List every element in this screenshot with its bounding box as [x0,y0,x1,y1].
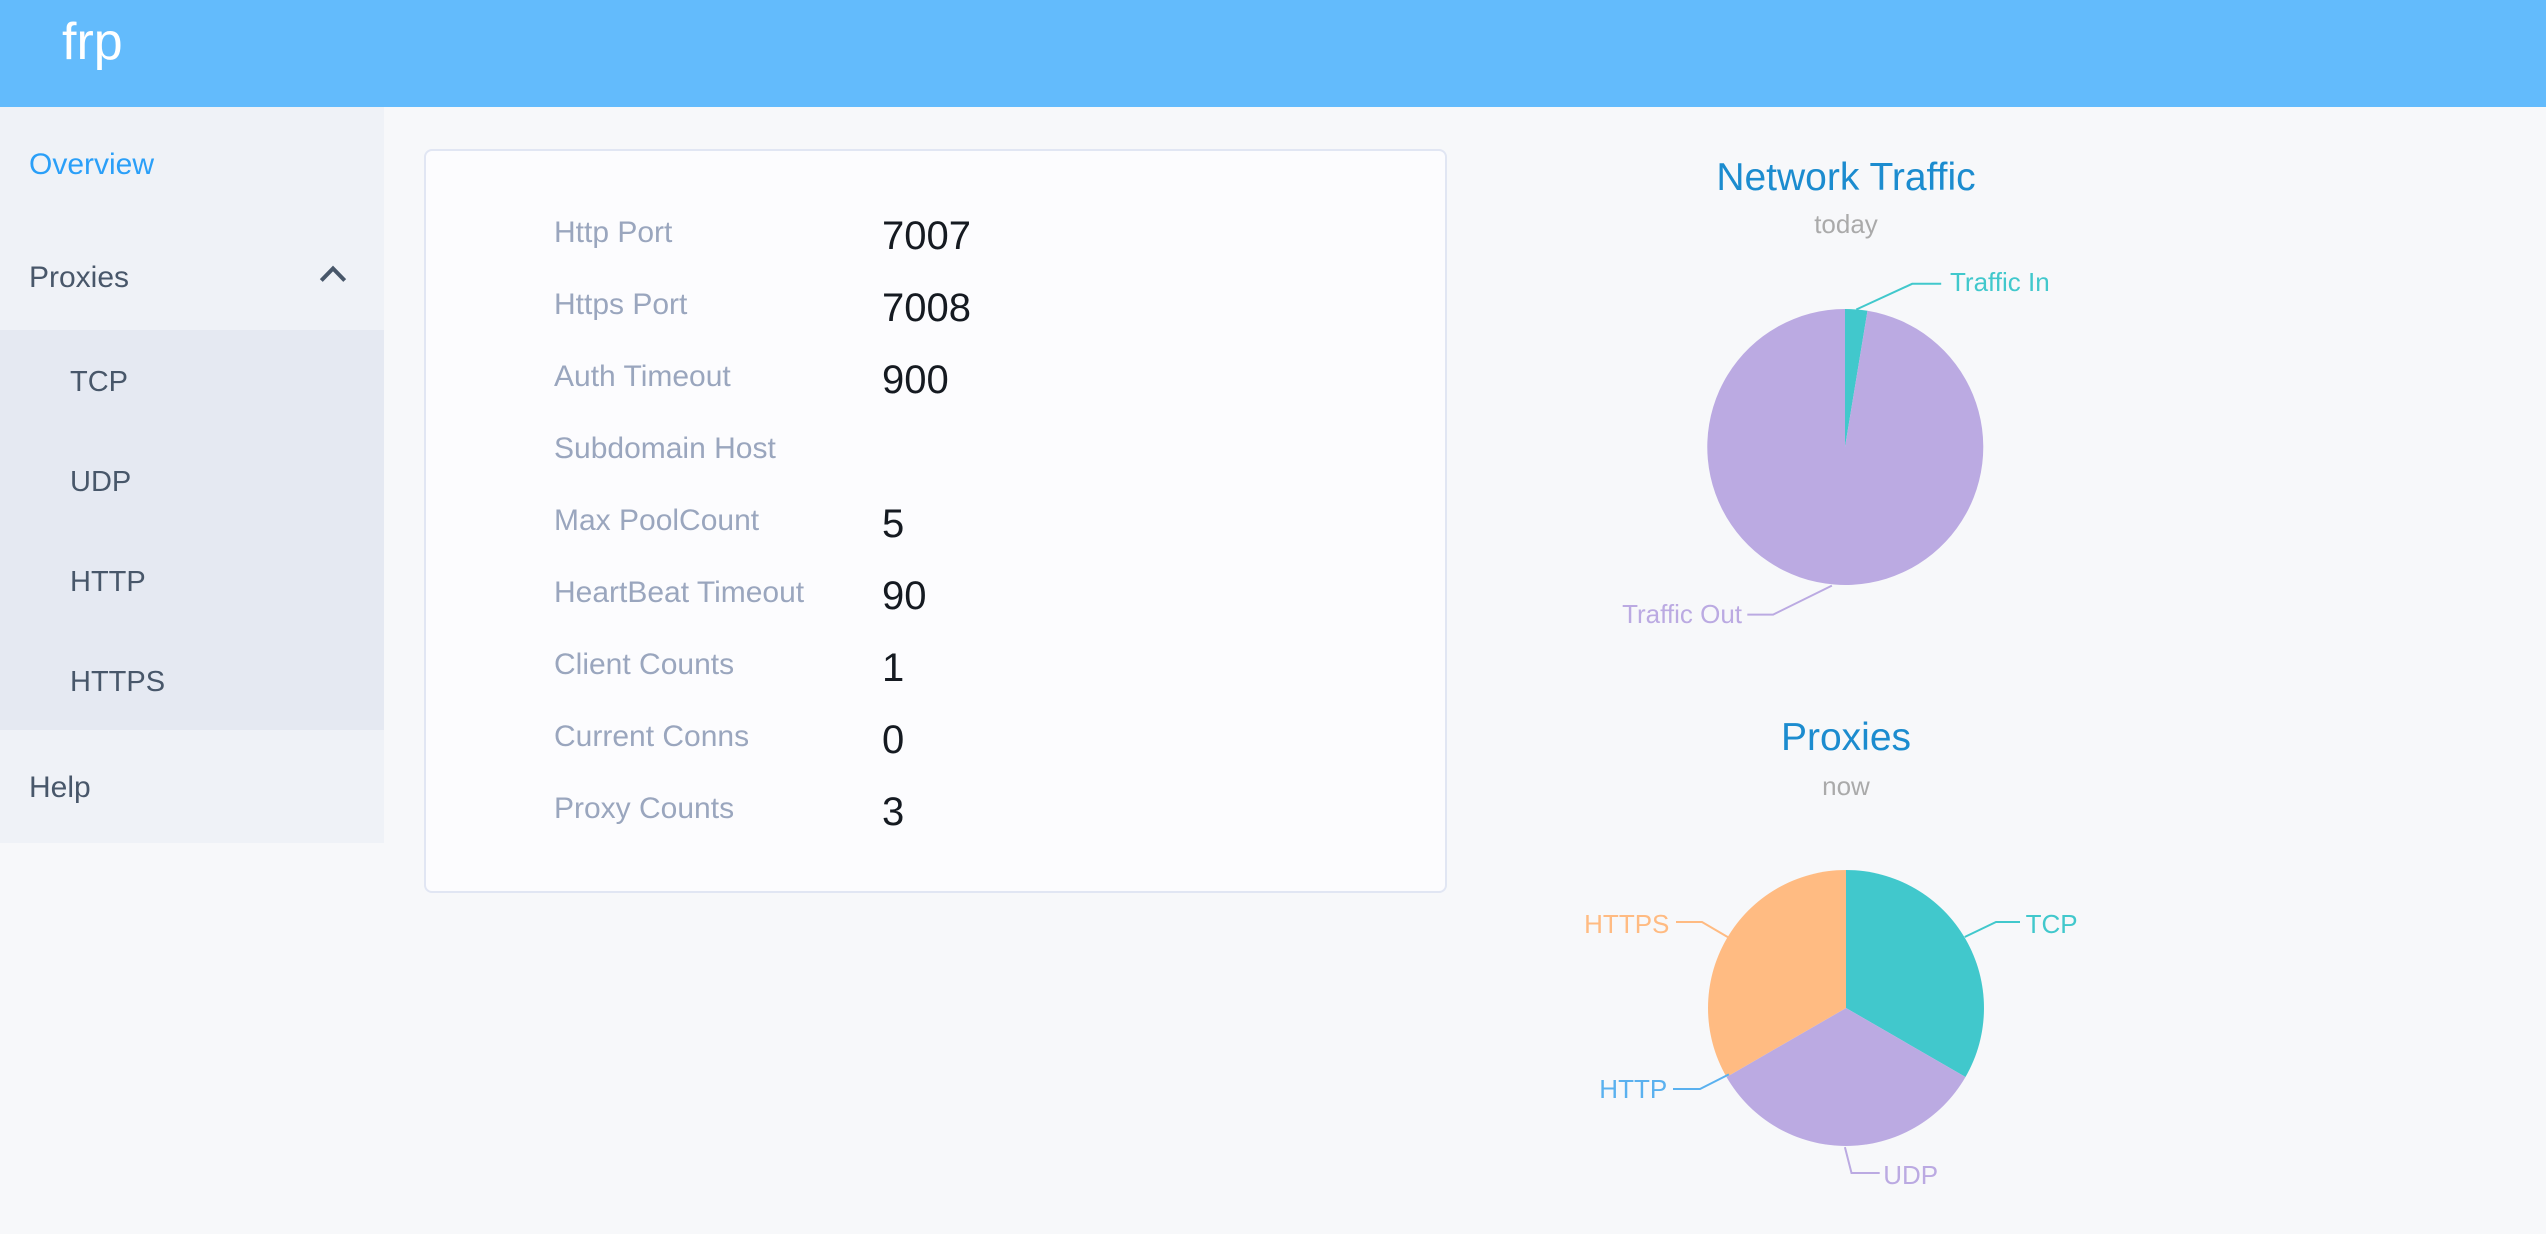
svg-text:Proxies: Proxies [1781,716,1911,759]
svg-text:Traffic Out: Traffic Out [1622,599,1743,629]
svg-text:UDP: UDP [1883,1160,1938,1190]
svg-text:Network Traffic: Network Traffic [1716,156,1975,199]
svg-text:TCP: TCP [2026,909,2078,939]
svg-text:Traffic In: Traffic In [1950,267,2050,297]
svg-text:today: today [1814,209,1878,239]
svg-text:HTTPS: HTTPS [1584,909,1669,939]
svg-text:now: now [1822,771,1870,801]
svg-text:HTTP: HTTP [1599,1074,1667,1104]
